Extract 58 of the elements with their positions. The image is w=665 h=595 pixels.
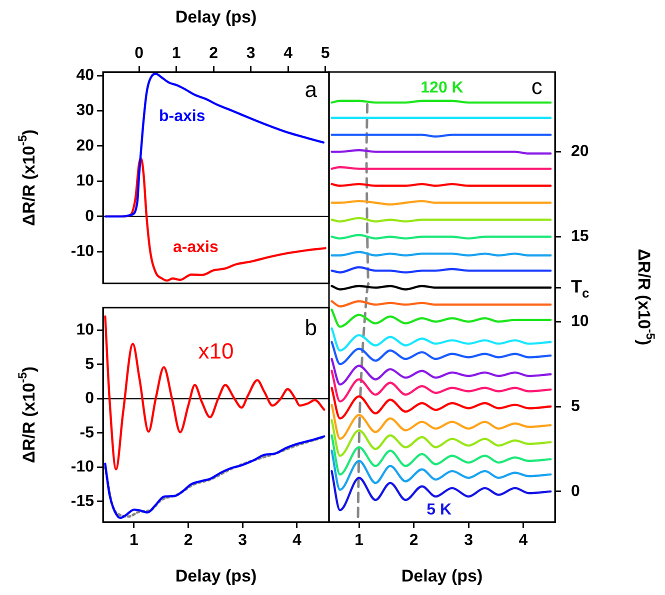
y-tick-label: 40 xyxy=(76,66,94,84)
y2-tick-label: 20 xyxy=(571,143,589,160)
line-series xyxy=(330,340,552,366)
y-tick-label: -5 xyxy=(80,424,94,442)
annotation: 120 K xyxy=(420,80,464,97)
x-tick-label: 2 xyxy=(209,44,218,62)
x-axis-title: Delay (ps) xyxy=(401,566,483,586)
y-axis-title: ΔR/R (x10-5) xyxy=(16,366,39,464)
line-series xyxy=(330,358,552,386)
x-tick-label: 2 xyxy=(409,532,418,550)
y-tick-label: -10 xyxy=(70,458,94,476)
y-tick-label: -10 xyxy=(70,243,94,260)
line-series xyxy=(330,327,552,352)
annotation: a xyxy=(304,77,318,102)
annotation: b xyxy=(304,315,318,340)
line-series xyxy=(104,72,325,218)
y-tick-label: 5 xyxy=(85,356,94,373)
annotation: 5 K xyxy=(426,501,452,518)
line-series xyxy=(330,308,552,328)
line-series xyxy=(330,370,552,403)
x-tick-label: 0 xyxy=(134,44,144,62)
y-axis-title: ΔR/R (x10-5) xyxy=(16,129,39,226)
y-tick-label: 20 xyxy=(76,137,94,154)
x-tick-label: 4 xyxy=(518,532,528,550)
x-tick-label: 5 xyxy=(320,44,330,62)
y2-tick-label: 10 xyxy=(571,313,589,330)
y2-axis-title: ΔR/R (x10-5) xyxy=(634,248,658,346)
line-series xyxy=(104,315,326,470)
line-series xyxy=(330,404,552,440)
x-tick-label: 4 xyxy=(284,44,293,62)
y-tick-label: -15 xyxy=(70,492,94,510)
y-tick-label: 10 xyxy=(76,322,94,339)
y-tick-label: 0 xyxy=(85,390,94,408)
x-tick-label: 1 xyxy=(172,44,181,62)
annotation: c xyxy=(531,74,542,99)
line-series xyxy=(330,386,552,420)
y-tick-label: 30 xyxy=(76,102,94,120)
y2-tick-label: 5 xyxy=(571,398,580,415)
annotation: x10 xyxy=(198,338,234,364)
y-tick-label: 10 xyxy=(76,172,94,190)
x-tick-label: 2 xyxy=(184,532,193,550)
y2-tick-label: 0 xyxy=(571,482,580,500)
x-tick-label: 1 xyxy=(130,532,139,550)
y2-tick-label: 15 xyxy=(571,228,589,246)
x-axis-title: Delay (ps) xyxy=(175,8,257,27)
line-series xyxy=(330,450,552,491)
x-tick-label: 3 xyxy=(464,532,474,550)
x-tick-label: 1 xyxy=(354,532,364,550)
x-tick-label: 3 xyxy=(238,532,248,550)
x-tick-label: 4 xyxy=(292,532,302,550)
line-series xyxy=(356,103,370,518)
annotation: b-axis xyxy=(158,108,206,125)
y-tick-label: 0 xyxy=(85,208,94,225)
line-series xyxy=(330,434,552,476)
line-series xyxy=(330,419,552,457)
annotation: a-axis xyxy=(172,238,218,256)
x-axis-title: Delay (ps) xyxy=(175,566,257,586)
x-tick-label: 3 xyxy=(246,44,256,62)
